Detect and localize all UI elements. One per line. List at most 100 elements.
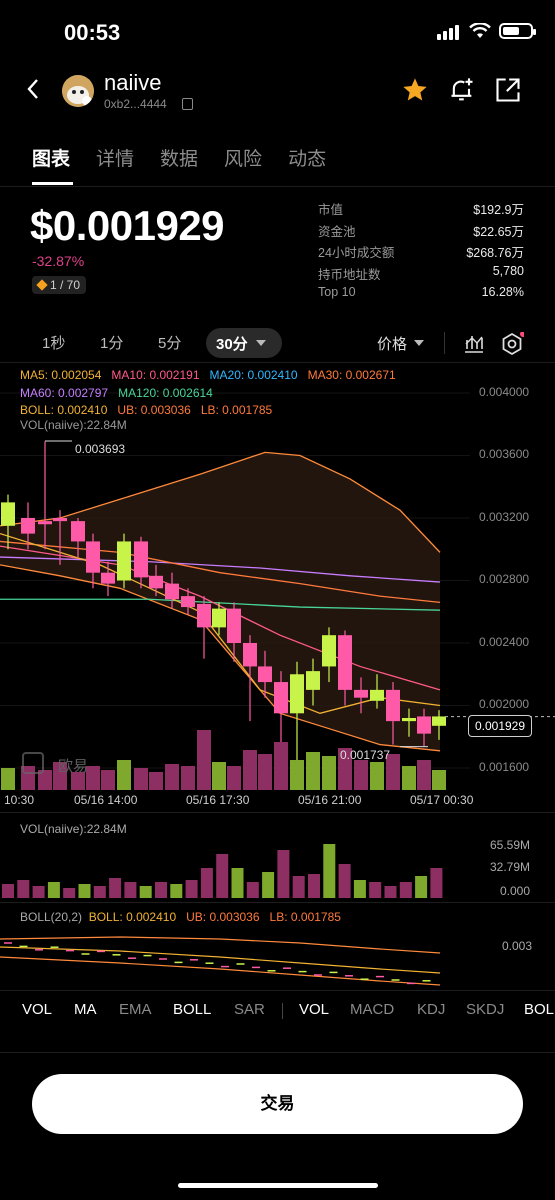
stat-value: 5,780 bbox=[492, 263, 524, 278]
stat-label: Top 10 bbox=[318, 285, 356, 299]
tab-details[interactable]: 详情 bbox=[96, 149, 135, 170]
candle-body bbox=[134, 541, 148, 578]
divider bbox=[0, 1052, 555, 1053]
volume-bar bbox=[78, 884, 91, 898]
copy-icon[interactable] bbox=[182, 98, 193, 110]
candle-body bbox=[306, 671, 320, 690]
volume-chart bbox=[2, 844, 443, 898]
volume-bar bbox=[246, 882, 259, 898]
current-price: $0.001929 bbox=[30, 202, 225, 249]
candle-body bbox=[86, 541, 100, 573]
boll-panel-mid bbox=[0, 946, 441, 974]
timeframe-30m[interactable] bbox=[206, 328, 282, 358]
volume-bar bbox=[197, 730, 211, 790]
volume-bar bbox=[216, 854, 229, 898]
stat-row: Top 10 16.28% bbox=[318, 285, 524, 307]
volume-bar bbox=[101, 770, 115, 790]
ub-value: UB: 0.003036 bbox=[117, 403, 191, 417]
volume-bar bbox=[432, 770, 446, 790]
tab-data[interactable]: 数据 bbox=[160, 149, 199, 170]
volume-bar bbox=[139, 886, 152, 898]
candle-body bbox=[1, 502, 15, 526]
boll-panel-ub: UB: 0.003036 bbox=[186, 910, 260, 924]
ind-main-boll[interactable]: BOLL bbox=[173, 1001, 212, 1018]
volume-bar bbox=[1, 768, 15, 790]
boll-chart bbox=[0, 936, 441, 986]
ind-main-sar[interactable]: SAR bbox=[234, 1001, 265, 1018]
volume-bar bbox=[181, 766, 195, 790]
stat-label: 24小时成交额 bbox=[318, 246, 395, 260]
volume-bar bbox=[71, 772, 85, 790]
volume-bar bbox=[369, 882, 382, 898]
volume-bar bbox=[109, 878, 122, 898]
settings-icon[interactable] bbox=[500, 332, 524, 356]
candle-body bbox=[38, 521, 52, 525]
back-button[interactable] bbox=[26, 76, 40, 107]
alert-add-icon[interactable] bbox=[448, 76, 476, 104]
volume-bar bbox=[292, 876, 305, 898]
ind-sub-macd[interactable]: MACD bbox=[350, 1001, 395, 1018]
share-icon[interactable] bbox=[494, 76, 522, 104]
ind-main-ma[interactable]: MA bbox=[74, 1001, 97, 1018]
volume-bar bbox=[402, 766, 416, 790]
star-icon[interactable] bbox=[401, 76, 429, 104]
timeframe-1m[interactable]: 1分 bbox=[100, 335, 124, 352]
volume-bar bbox=[212, 762, 226, 790]
candle-body bbox=[354, 689, 368, 698]
divider bbox=[0, 812, 555, 813]
candle-body bbox=[274, 682, 288, 714]
indicator-icon[interactable] bbox=[463, 332, 485, 354]
stat-label: 市值 bbox=[318, 203, 344, 217]
okx-logo-icon bbox=[22, 752, 44, 774]
diamond-icon bbox=[36, 279, 48, 291]
volume-bar bbox=[93, 886, 106, 898]
token-name: naiive bbox=[104, 70, 162, 95]
rank-badge: 1 / 70 bbox=[32, 276, 87, 294]
volume-bar bbox=[277, 850, 290, 898]
volume-bar bbox=[384, 886, 397, 898]
stats-panel: 市值 $192.9万 资金池 $22.65万 24小时成交额 $268.76万 持币地… bbox=[318, 199, 524, 307]
ind-sub-boll[interactable]: BOLL bbox=[524, 1001, 555, 1018]
ma-legend-row2: MA60: 0.002797 MA120: 0.002614 bbox=[20, 386, 213, 400]
status-time: 00:53 bbox=[64, 20, 121, 45]
ind-main-ema[interactable]: EMA bbox=[119, 1001, 152, 1018]
volume-bar bbox=[274, 742, 288, 790]
trade-button[interactable]: 交易 bbox=[32, 1074, 523, 1134]
stat-value: $192.9万 bbox=[473, 203, 524, 217]
candle-body bbox=[212, 608, 226, 628]
candlestick-chart[interactable] bbox=[0, 362, 555, 810]
candle-body bbox=[117, 541, 131, 581]
candle-body bbox=[386, 689, 400, 722]
caret-down-icon bbox=[414, 340, 424, 346]
candle-body bbox=[290, 674, 304, 714]
volume-bar bbox=[155, 882, 167, 898]
boll-panel-boll: BOLL: 0.002410 bbox=[88, 910, 177, 924]
home-indicator bbox=[178, 1183, 378, 1188]
ind-sub-vol[interactable]: VOL bbox=[299, 1001, 330, 1018]
volume-bar bbox=[200, 868, 213, 898]
volume-bar bbox=[165, 764, 179, 790]
divider bbox=[0, 990, 555, 991]
candle-body bbox=[402, 718, 416, 722]
wifi-icon bbox=[469, 23, 491, 38]
volume-bar bbox=[63, 888, 76, 898]
timeframe-5m[interactable]: 5分 bbox=[158, 335, 182, 352]
boll-band bbox=[0, 452, 440, 751]
tab-risk[interactable]: 风险 bbox=[224, 149, 263, 170]
vol-tick: 32.79M bbox=[490, 860, 531, 874]
y-tick: 0.004000 bbox=[479, 385, 530, 399]
tab-activity[interactable]: 动态 bbox=[288, 149, 327, 170]
timeframe-1s[interactable]: 1秒 bbox=[42, 335, 66, 352]
x-tick: 05/17 00:30 bbox=[410, 793, 474, 807]
ind-sub-kdj[interactable]: KDJ bbox=[417, 1001, 446, 1018]
candle-body bbox=[243, 643, 257, 667]
candle-body bbox=[181, 596, 195, 608]
price-selector[interactable]: 价格 bbox=[377, 336, 408, 353]
boll-panel-lower bbox=[0, 956, 441, 986]
volume-bar bbox=[353, 880, 366, 898]
ind-sub-skdj[interactable]: SKDJ bbox=[466, 1001, 505, 1018]
volume-bar bbox=[124, 882, 137, 898]
ind-main-vol[interactable]: VOL bbox=[22, 1001, 53, 1018]
x-tick: 05/16 21:00 bbox=[298, 793, 362, 807]
tab-chart[interactable]: 图表 bbox=[32, 149, 71, 170]
